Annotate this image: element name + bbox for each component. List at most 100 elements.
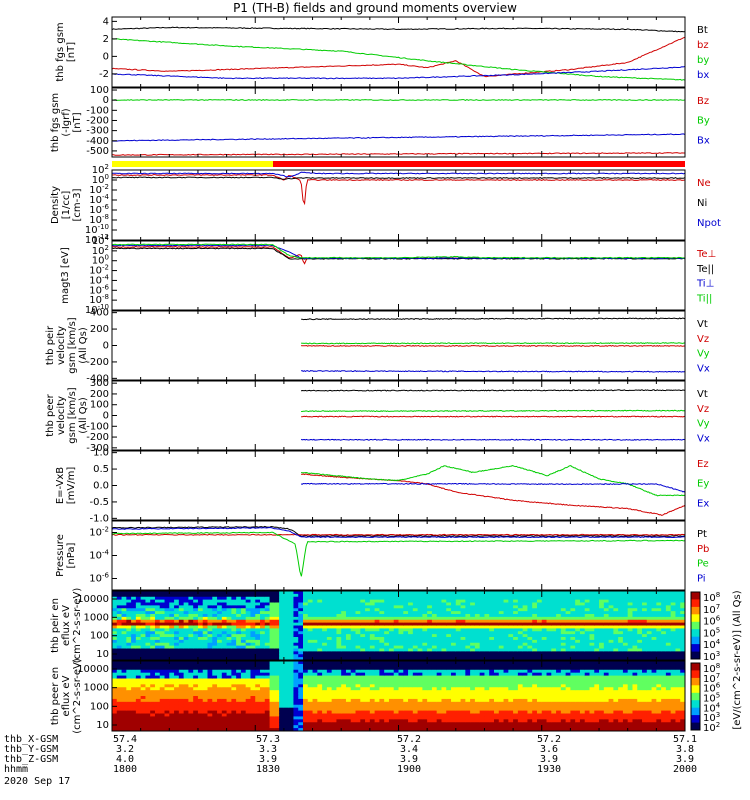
heatmap-cell-8-31-16: [260, 637, 266, 641]
heatmap-cell-8-3-15: [126, 634, 132, 638]
heatmap-cell-9-22-10: [217, 690, 223, 694]
heatmap-cell-8-119-13: [680, 628, 686, 632]
heatmap-cell-9-38-11: [293, 693, 299, 697]
heatmap-cell-9-60-11: [398, 693, 404, 697]
heatmap-cell-8-99-13: [584, 628, 591, 632]
heatmap-cell-9-16-2: [188, 666, 194, 671]
heatmap-cell-8-55-10: [374, 619, 380, 624]
heatmap-cell-8-69-15: [441, 634, 447, 638]
heatmap-cell-8-116-21: [665, 651, 672, 655]
heatmap-cell-8-93-10: [556, 619, 562, 624]
heatmap-cell-8-86-3: [522, 599, 528, 604]
heatmap-cell-9-1-7: [116, 681, 123, 685]
heatmap-cell-8-59-23: [393, 657, 400, 661]
heatmap-cell-9-11-16: [164, 707, 170, 712]
heatmap-cell-8-79-12: [489, 625, 495, 629]
heatmap-cell-8-37-20: [288, 648, 294, 652]
heatmap-cell-8-97-17: [575, 639, 581, 644]
heatmap-cell-9-62-5: [408, 675, 414, 679]
heatmap-cell-9-27-2: [240, 666, 247, 671]
heatmap-cell-9-35-22: [279, 725, 285, 729]
heatmap-cell-9-23-3: [221, 669, 228, 674]
series-line-4-0: [301, 317, 686, 321]
heatmap-cell-8-90-9: [541, 616, 548, 621]
heatmap-cell-9-8-0: [150, 661, 156, 665]
heatmap-cell-9-47-22: [336, 725, 342, 729]
heatmap-cell-8-10-2: [159, 596, 166, 601]
heatmap-cell-8-52-2: [360, 596, 366, 601]
heatmap-cell-8-67-15: [431, 634, 438, 638]
heatmap-cell-8-53-13: [365, 628, 371, 632]
heatmap-cell-8-23-14: [221, 631, 228, 635]
heatmap-cell-9-58-20: [388, 719, 395, 723]
legend-1-0: Bz: [697, 96, 709, 107]
heatmap-cell-8-2-15: [121, 634, 127, 638]
heatmap-cell-8-4-15: [131, 634, 137, 638]
heatmap-cell-9-19-22: [202, 725, 209, 729]
heatmap-cell-9-14-21: [178, 722, 185, 726]
heatmap-cell-8-71-2: [451, 596, 457, 601]
heatmap-cell-8-4-22: [131, 654, 137, 658]
heatmap-cell-8-117-10: [670, 619, 676, 624]
heatmap-cell-8-111-8: [642, 614, 648, 618]
heatmap-cell-8-97-21: [575, 651, 581, 655]
heatmap-cell-9-65-19: [422, 716, 428, 720]
heatmap-cell-9-57-20: [384, 719, 390, 723]
heatmap-cell-9-59-15: [393, 704, 400, 709]
heatmap-cell-8-14-7: [178, 611, 185, 615]
heatmap-cell-9-12-4: [169, 672, 175, 677]
heatmap-cell-9-42-13: [312, 698, 318, 703]
heatmap-cell-8-1-11: [116, 622, 123, 627]
heatmap-cell-8-35-12: [279, 625, 285, 629]
heatmap-cell-9-26-7: [236, 681, 242, 685]
heatmap-cell-9-48-18: [341, 713, 347, 717]
heatmap-cell-8-23-11: [221, 622, 228, 627]
heatmap-cell-8-63-19: [412, 645, 419, 650]
heatmap-cell-9-4-21: [131, 722, 137, 726]
heatmap-cell-8-61-1: [403, 593, 409, 598]
heatmap-cell-8-71-13: [451, 628, 457, 632]
heatmap-cell-9-19-13: [202, 698, 209, 703]
heatmap-cell-9-6-7: [140, 681, 146, 685]
heatmap-cell-8-113-23: [651, 657, 657, 661]
heatmap-cell-8-28-12: [245, 625, 251, 629]
heatmap-cell-8-49-21: [345, 651, 352, 655]
heatmap-cell-9-26-8: [236, 684, 242, 688]
heatmap-cell-9-27-23: [240, 728, 247, 732]
heatmap-cell-8-103-6: [603, 608, 610, 612]
heatmap-cell-9-13-17: [174, 710, 180, 714]
heatmap-cell-9-59-2: [393, 666, 400, 671]
heatmap-cell-8-69-22: [441, 654, 447, 658]
heatmap-cell-9-47-5: [336, 675, 342, 679]
heatmap-cell-8-9-18: [154, 642, 161, 647]
heatmap-cell-8-110-7: [637, 611, 643, 615]
heatmap-cell-9-52-15: [360, 704, 366, 709]
heatmap-cell-8-10-17: [159, 639, 166, 644]
heatmap-cell-9-2-16: [121, 707, 127, 712]
heatmap-cell-8-26-18: [236, 642, 242, 647]
heatmap-cell-8-50-19: [350, 645, 357, 650]
heatmap-cell-8-74-15: [465, 634, 471, 638]
heatmap-cell-8-28-18: [245, 642, 251, 647]
heatmap-cell-8-112-20: [646, 648, 653, 652]
heatmap-cell-9-9-1: [154, 663, 161, 668]
heatmap-cell-8-90-2: [541, 596, 548, 601]
heatmap-cell-9-10-4: [159, 672, 166, 677]
heatmap-cell-8-2-8: [121, 614, 127, 618]
heatmap-cell-8-65-18: [422, 642, 428, 647]
heatmap-cell-8-3-13: [126, 628, 132, 632]
heatmap-cell-8-34-22: [274, 654, 280, 658]
heatmap-cell-8-42-6: [312, 608, 318, 612]
heatmap-cell-9-21-1: [212, 663, 218, 668]
heatmap-cell-9-6-3: [140, 669, 146, 674]
heatmap-cell-8-31-4: [260, 602, 266, 606]
heatmap-cell-8-97-7: [575, 611, 581, 615]
heatmap-cell-8-65-14: [422, 631, 428, 635]
heatmap-cell-8-41-11: [307, 622, 314, 627]
heatmap-cell-8-52-15: [360, 634, 366, 638]
heatmap-cell-9-5-5: [135, 675, 142, 679]
heatmap-cell-8-75-1: [470, 593, 476, 598]
heatmap-cell-9-4-5: [131, 675, 137, 679]
heatmap-cell-8-67-22: [431, 654, 438, 658]
heatmap-cell-8-79-1: [489, 593, 495, 598]
